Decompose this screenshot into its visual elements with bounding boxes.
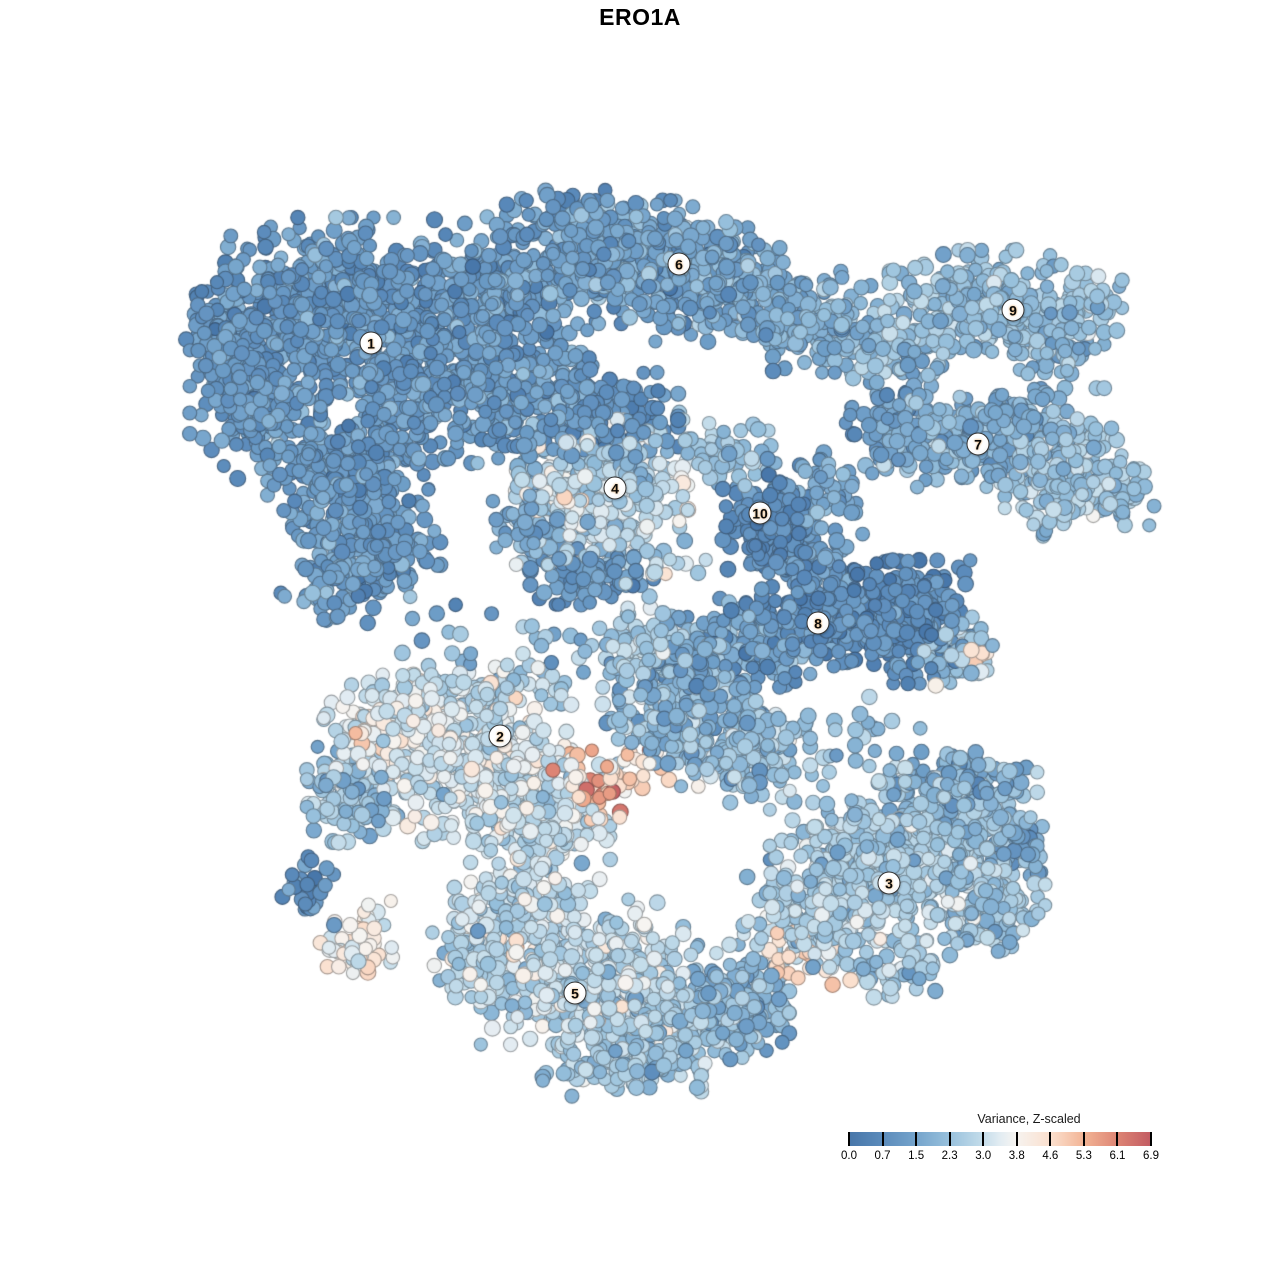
colorbar-tick-label: 3.8 (1008, 1150, 1025, 1162)
colorbar-tick (1150, 1132, 1152, 1146)
colorbar-tick (948, 1132, 951, 1146)
colorbar-tick-label: 3.0 (975, 1150, 992, 1162)
colorbar-tick (1049, 1132, 1052, 1146)
colorbar-tick (1015, 1132, 1018, 1146)
colorbar-tick (1082, 1132, 1085, 1146)
colorbar-tick-label: 5.3 (1075, 1150, 1092, 1162)
colorbar-tick-label: 2.3 (941, 1150, 958, 1162)
cluster-label-1: 1 (359, 331, 383, 355)
cluster-label-8: 8 (806, 611, 830, 635)
colorbar-tick (848, 1132, 850, 1146)
colorbar-tick-label: 0.0 (841, 1150, 857, 1162)
colorbar-tick-label: 4.6 (1042, 1150, 1059, 1162)
colorbar-tick-label: 6.9 (1143, 1150, 1159, 1162)
colorbar-tick (881, 1132, 884, 1146)
cluster-label-5: 5 (563, 981, 587, 1005)
colorbar-gradient (848, 1132, 1152, 1146)
cluster-label-3: 3 (877, 871, 901, 895)
cluster-label-9: 9 (1001, 298, 1025, 322)
cluster-label-10: 10 (748, 501, 772, 525)
legend-title: Variance, Z-scaled (977, 1112, 1081, 1126)
cluster-label-7: 7 (966, 432, 990, 456)
colorbar-tick-label: 6.1 (1109, 1150, 1126, 1162)
colorbar-tick-label: 0.7 (874, 1150, 891, 1162)
colorbar-tick (982, 1132, 985, 1146)
cluster-label-2: 2 (488, 724, 512, 748)
cluster-label-6: 6 (667, 252, 691, 276)
colorbar-tick-label: 1.5 (908, 1150, 925, 1162)
colorbar-tick (1116, 1132, 1119, 1146)
cluster-label-4: 4 (603, 476, 627, 500)
colorbar-tick-labels: 0.0 0.7 1.5 2.3 3.0 3.8 4.6 5.3 6.1 6.9 (841, 1150, 1159, 1166)
colorbar-legend: Variance, Z-scaled 0.0 0.7 1.5 2.3 3.0 3.8 4.6… (841, 1112, 1159, 1166)
colorbar-tick (915, 1132, 918, 1146)
